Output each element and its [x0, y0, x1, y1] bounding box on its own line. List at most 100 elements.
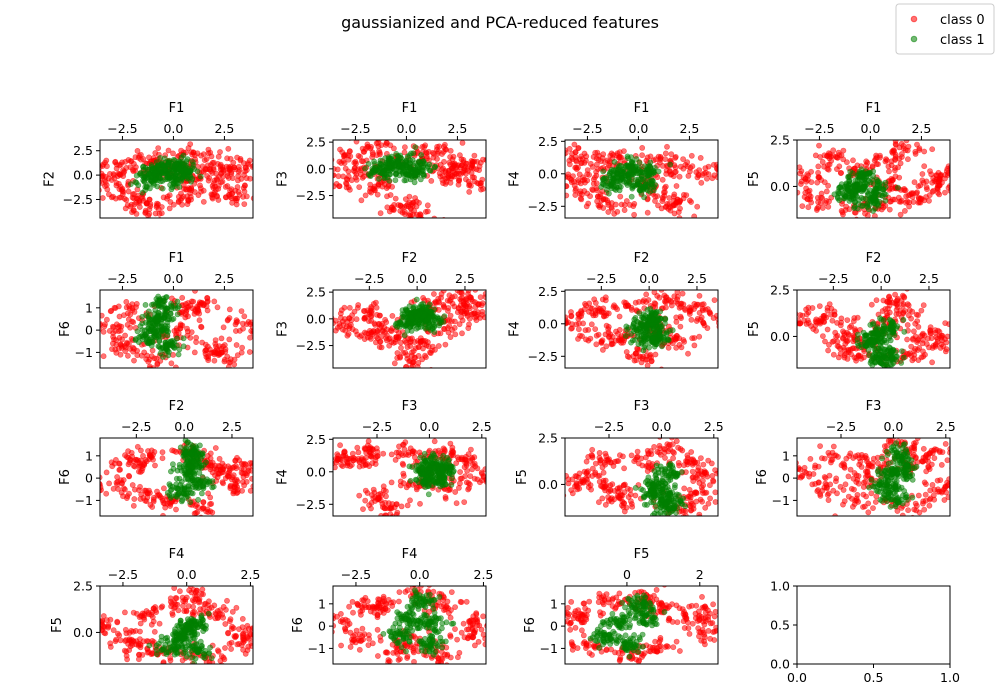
class-0-point [689, 163, 696, 170]
class-0-point [677, 323, 684, 330]
class-1-point [602, 182, 609, 189]
class-0-point [719, 324, 724, 329]
class-0-point [694, 301, 700, 308]
class-0-point [918, 307, 925, 314]
class-0-point [384, 193, 390, 200]
class-0-point [565, 151, 567, 157]
class-0-point [334, 166, 341, 173]
class-0-point [361, 315, 368, 322]
x-axis-label: F2 [634, 251, 650, 266]
class-0-point [343, 323, 350, 330]
class-0-point [482, 314, 486, 321]
class-0-point [688, 316, 695, 323]
class-1-point [847, 168, 854, 175]
class-0-point [200, 499, 207, 506]
class-0-point [790, 317, 795, 322]
class-0-point [924, 186, 930, 193]
class-0-point [474, 301, 481, 307]
class-0-point [214, 304, 221, 311]
class-1-point [174, 305, 181, 311]
class-0-point [371, 183, 378, 190]
class-0-point [100, 322, 103, 328]
class-0-point [465, 178, 472, 185]
class-0-point [902, 187, 909, 194]
class-1-point [149, 316, 156, 323]
class-0-point [244, 470, 250, 477]
class-0-point [578, 196, 585, 203]
class-1-point [383, 160, 390, 166]
class-0-point [122, 332, 128, 339]
class-0-point [681, 338, 688, 345]
class-0-point [639, 152, 645, 159]
class-0-point [673, 344, 680, 351]
class-0-point [413, 211, 420, 218]
class-0-point [137, 483, 143, 490]
class-1-point [152, 176, 159, 183]
class-0-point [466, 303, 473, 310]
class-0-point [932, 329, 939, 336]
class-0-point [676, 173, 683, 180]
class-0-point [233, 465, 240, 472]
class-1-point [900, 316, 907, 323]
class-0-point [919, 177, 926, 184]
y-tick-label: 0 [85, 323, 93, 338]
class-0-point [719, 167, 724, 172]
class-0-point [383, 140, 390, 146]
class-0-point [466, 315, 473, 322]
class-0-point [451, 163, 457, 170]
class-0-point [844, 355, 851, 362]
class-0-point [216, 343, 223, 349]
class-0-point [154, 361, 161, 368]
class-0-point [128, 449, 135, 456]
class-0-point [659, 176, 666, 183]
class-0-point [900, 303, 906, 309]
class-0-point [413, 203, 420, 210]
class-0-point [100, 164, 103, 170]
class-0-point [451, 170, 458, 176]
class-0-point [397, 339, 404, 346]
y-axis-label: F3 [276, 171, 291, 187]
class-0-point [822, 338, 828, 345]
class-1-point [655, 168, 662, 175]
axes-frame [332, 289, 487, 369]
class-0-point [919, 171, 926, 177]
class-0-point [929, 146, 936, 153]
class-0-point [451, 324, 458, 331]
class-0-point [102, 178, 109, 185]
class-0-point [587, 335, 594, 342]
class-0-point [225, 316, 231, 323]
class-0-point [93, 468, 98, 473]
class-0-point [198, 323, 204, 330]
class-0-point [161, 500, 168, 507]
class-0-point [805, 204, 812, 211]
class-0-point [238, 460, 245, 467]
y-tick-label: 0.0 [73, 168, 93, 183]
class-0-point [619, 336, 625, 343]
class-0-point [942, 171, 949, 178]
class-0-point [906, 203, 912, 210]
class-1-point [384, 174, 391, 181]
class-0-point [662, 299, 669, 306]
class-0-point [336, 183, 342, 189]
class-0-point [569, 325, 575, 331]
class-0-point [267, 468, 272, 473]
class-1-point [863, 175, 869, 182]
class-0-point [466, 188, 473, 195]
class-0-point [200, 168, 207, 175]
class-0-point [933, 172, 940, 178]
class-0-point [144, 490, 151, 497]
class-0-point [443, 283, 448, 288]
class-0-point [369, 149, 376, 156]
class-1-point [416, 304, 423, 310]
y-tick-label: 0.0 [306, 311, 326, 326]
class-0-point [343, 184, 350, 191]
class-0-point [662, 189, 668, 195]
class-0-point [577, 188, 584, 195]
class-1-point [895, 184, 901, 191]
class-0-point [100, 480, 103, 487]
y-tick-label: 0.0 [538, 316, 558, 331]
class-0-point [719, 168, 724, 173]
class-0-point [694, 203, 701, 210]
x-axis-label: F1 [169, 101, 185, 116]
class-0-point [593, 341, 600, 348]
